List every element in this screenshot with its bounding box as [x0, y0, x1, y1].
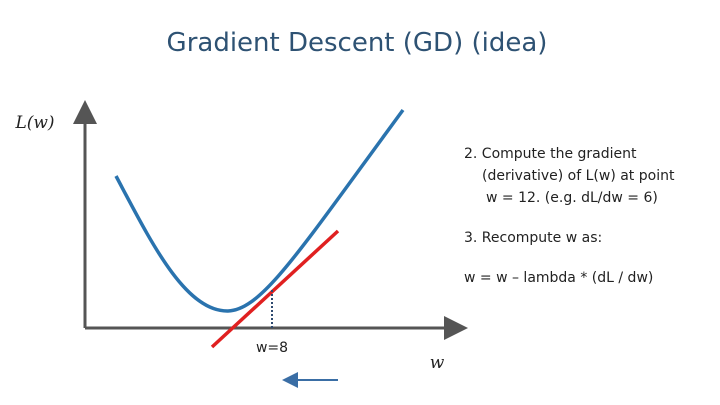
loss-curve [114, 108, 405, 313]
note-line: 3. Recompute w as: [464, 230, 602, 246]
title: Gradient Descent (GD) (idea) [167, 28, 548, 58]
tangent-line [210, 229, 340, 349]
note-line: w = w – lambda * (dL / dw) [464, 270, 653, 286]
y-axis-label: L(w) [14, 113, 54, 133]
note-line: 2. Compute the gradient [464, 146, 637, 162]
x-axis-label: w [430, 353, 445, 373]
note-line: (derivative) of L(w) at point [482, 168, 675, 184]
note-line: w = 12. (e.g. dL/dw = 6) [486, 190, 658, 206]
marker-label: w=8 [256, 340, 288, 356]
